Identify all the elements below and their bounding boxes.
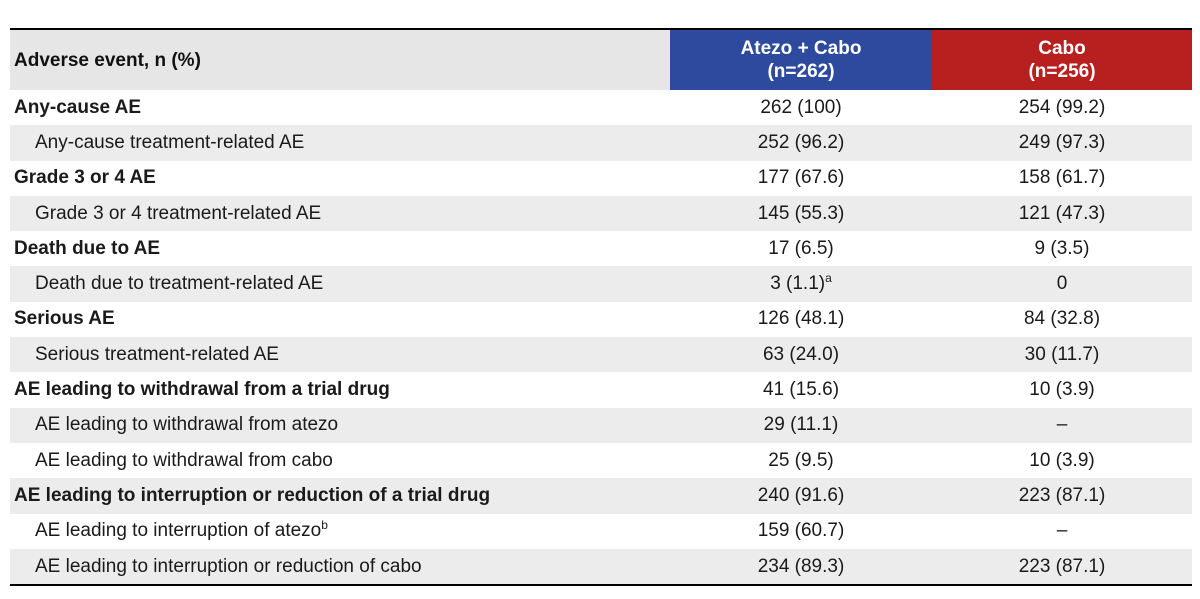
- table-row: Any-cause treatment-related AE 252 (96.2…: [10, 125, 1192, 161]
- arm-a-value: 25 (9.5): [670, 442, 932, 479]
- arm-b-value: 10 (3.9): [932, 442, 1192, 479]
- header-label: Adverse event, n (%): [10, 30, 670, 90]
- arm-b-value: 254 (99.2): [932, 90, 1192, 126]
- table-row: Death due to AE 17 (6.5) 9 (3.5): [10, 231, 1192, 267]
- table-row: AE leading to interruption of atezob 159…: [10, 513, 1192, 549]
- adverse-events-table: Adverse event, n (%) Atezo + Cabo (n=262…: [10, 28, 1192, 587]
- arm-b-value: 84 (32.8): [932, 301, 1192, 338]
- arm-a-value: 29 (11.1): [670, 407, 932, 443]
- arm-a-value: 234 (89.3): [670, 548, 932, 585]
- table-row: AE leading to withdrawal from atezo 29 (…: [10, 407, 1192, 443]
- row-label: Death due to AE: [10, 231, 670, 267]
- table-row: Grade 3 or 4 AE 177 (67.6) 158 (61.7): [10, 160, 1192, 196]
- arm-b-value: 9 (3.5): [932, 231, 1192, 267]
- arm-a-n: (n=262): [767, 61, 835, 82]
- row-label: Serious AE: [10, 301, 670, 338]
- arm-a-value: 3 (1.1)a: [670, 266, 932, 302]
- row-label: AE leading to interruption or reduction …: [10, 478, 670, 514]
- arm-a-value: 126 (48.1): [670, 301, 932, 338]
- row-label: AE leading to withdrawal from cabo: [10, 442, 670, 479]
- row-label: Death due to treatment-related AE: [10, 266, 670, 302]
- row-label: Grade 3 or 4 AE: [10, 160, 670, 196]
- arm-b-value: 10 (3.9): [932, 372, 1192, 408]
- row-label: Serious treatment-related AE: [10, 337, 670, 373]
- row-label: Any-cause AE: [10, 90, 670, 126]
- arm-a-name: Atezo + Cabo: [740, 38, 862, 59]
- table-row: Grade 3 or 4 treatment-related AE 145 (5…: [10, 195, 1192, 232]
- table-row: AE leading to interruption or reduction …: [10, 548, 1192, 585]
- arm-a-value: 262 (100): [670, 90, 932, 126]
- table-row: AE leading to interruption or reduction …: [10, 478, 1192, 514]
- arm-b-name: Cabo: [1038, 38, 1086, 59]
- table-row: Death due to treatment-related AE 3 (1.1…: [10, 266, 1192, 302]
- footnote-marker: a: [825, 271, 832, 286]
- arm-b-n: (n=256): [1028, 61, 1096, 82]
- table-row: AE leading to withdrawal from a trial dr…: [10, 372, 1192, 408]
- arm-b-value: 158 (61.7): [932, 160, 1192, 196]
- footnote-marker: b: [321, 518, 328, 533]
- arm-b-value: –: [932, 513, 1192, 549]
- table-row: Serious AE 126 (48.1) 84 (32.8): [10, 301, 1192, 338]
- arm-b-value: 223 (87.1): [932, 548, 1192, 585]
- arm-b-value: 30 (11.7): [932, 337, 1192, 373]
- arm-a-value: 41 (15.6): [670, 372, 932, 408]
- arm-b-value: 0: [932, 266, 1192, 302]
- row-label: Grade 3 or 4 treatment-related AE: [10, 195, 670, 232]
- header-arm-atezo-cabo: Atezo + Cabo (n=262): [670, 30, 932, 90]
- row-label: AE leading to withdrawal from a trial dr…: [10, 372, 670, 408]
- row-label: Any-cause treatment-related AE: [10, 125, 670, 161]
- arm-b-value: 121 (47.3): [932, 195, 1192, 232]
- table-row: Serious treatment-related AE 63 (24.0) 3…: [10, 337, 1192, 373]
- arm-a-value: 145 (55.3): [670, 195, 932, 232]
- arm-b-value: 223 (87.1): [932, 478, 1192, 514]
- header-arm-cabo: Cabo (n=256): [932, 30, 1192, 90]
- arm-b-value: –: [932, 407, 1192, 443]
- arm-a-value: 252 (96.2): [670, 125, 932, 161]
- table-row: AE leading to withdrawal from cabo 25 (9…: [10, 442, 1192, 479]
- row-label: AE leading to interruption or reduction …: [10, 548, 670, 585]
- arm-a-value: 159 (60.7): [670, 513, 932, 549]
- arm-a-value: 63 (24.0): [670, 337, 932, 373]
- arm-a-value: 240 (91.6): [670, 478, 932, 514]
- table-row: Any-cause AE 262 (100) 254 (99.2): [10, 90, 1192, 126]
- row-label: AE leading to interruption of atezob: [10, 513, 670, 549]
- arm-a-value: 177 (67.6): [670, 160, 932, 196]
- row-label: AE leading to withdrawal from atezo: [10, 407, 670, 443]
- ae-table: Adverse event, n (%) Atezo + Cabo (n=262…: [10, 30, 1192, 585]
- header-row: Adverse event, n (%) Atezo + Cabo (n=262…: [10, 30, 1192, 90]
- arm-a-value: 17 (6.5): [670, 231, 932, 267]
- arm-b-value: 249 (97.3): [932, 125, 1192, 161]
